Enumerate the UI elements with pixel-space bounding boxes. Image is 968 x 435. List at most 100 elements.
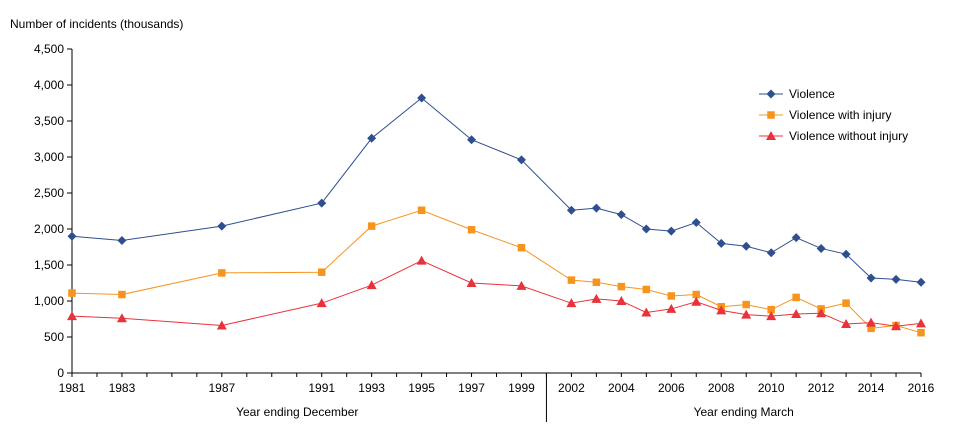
legend-item: Violence with injury [759, 108, 892, 122]
x-tick-label: 2010 [758, 381, 785, 395]
data-point [67, 311, 77, 321]
data-point [616, 296, 627, 305]
y-tick-label: 3,000 [34, 150, 64, 164]
x-tick-label: 1995 [408, 381, 435, 395]
data-point [367, 133, 377, 143]
legend-item: Violence [759, 87, 835, 101]
data-point [366, 280, 377, 290]
data-point [616, 210, 626, 220]
x-tick-label: 1981 [59, 381, 86, 395]
data-point [516, 280, 527, 290]
data-point [767, 305, 775, 314]
data-point [118, 290, 126, 299]
data-point [866, 317, 877, 327]
data-point [691, 218, 701, 228]
legend-label: Violence with injury [789, 108, 892, 122]
x-axis: 1981 1983 1987 1991 1993 1995 1997 1999 2002 2004… [59, 372, 935, 395]
y-axis: 0 500 1,000 1,500 2,000 2,500 3,000 3,500 4,000 4… [34, 42, 73, 380]
data-point [517, 243, 526, 252]
y-tick-label: 2,000 [34, 222, 64, 236]
x-tick-label: 2006 [658, 381, 685, 395]
x-tick-label: 1999 [508, 381, 535, 395]
data-point [641, 307, 652, 317]
x-group-label-december: Year ending December [236, 405, 358, 419]
data-point [617, 282, 626, 291]
x-tick-label: 1997 [458, 381, 485, 395]
data-point [367, 222, 376, 230]
legend-label: Violence without injury [789, 129, 908, 143]
data-point [417, 93, 427, 103]
y-tick-label: 500 [44, 330, 64, 344]
data-point [316, 298, 327, 308]
x-tick-label: 1991 [308, 381, 335, 395]
data-point [666, 226, 676, 236]
data-point [216, 320, 227, 330]
data-point [566, 205, 576, 215]
data-point [591, 203, 601, 213]
x-tick-label: 2004 [608, 381, 635, 395]
data-point [917, 328, 925, 337]
data-point [317, 198, 327, 208]
data-point [67, 231, 77, 241]
data-point [68, 289, 76, 297]
x-tick-label: 1993 [358, 381, 385, 395]
data-point [692, 290, 701, 299]
legend-marker [766, 89, 776, 99]
data-point [466, 278, 477, 287]
x-tick-label: 2012 [808, 381, 835, 395]
legend-label: Violence [789, 87, 835, 101]
data-point [791, 308, 802, 318]
data-point [916, 318, 926, 328]
data-point [816, 243, 826, 253]
x-tick-label: 2002 [558, 381, 585, 395]
data-point [641, 224, 651, 234]
data-point [591, 293, 602, 303]
x-tick-label: 2014 [858, 381, 885, 395]
series-violence [67, 93, 926, 287]
y-tick-label: 0 [57, 366, 64, 380]
data-point [791, 233, 801, 243]
x-tick-label: 2016 [908, 381, 935, 395]
data-point [842, 299, 850, 307]
legend-marker [767, 111, 775, 119]
data-point [716, 305, 727, 315]
data-point [317, 268, 326, 276]
x-tick-label: 1983 [109, 381, 136, 395]
legend-item: Violence without injury [759, 129, 908, 143]
data-point [642, 285, 651, 294]
data-point [916, 277, 926, 287]
data-point [866, 273, 876, 283]
data-point [691, 296, 702, 306]
y-tick-label: 3,500 [34, 114, 64, 128]
series-layer [67, 93, 926, 337]
data-point [716, 238, 726, 248]
y-tick-label: 1,000 [34, 294, 64, 308]
x-group-label-march: Year ending March [694, 405, 794, 419]
data-point [742, 300, 750, 309]
y-axis-title: Number of incidents (thousands) [10, 17, 183, 31]
data-point [117, 236, 127, 246]
y-tick-label: 1,500 [34, 258, 64, 272]
data-point [467, 135, 477, 145]
data-point [217, 221, 227, 231]
data-point [891, 321, 902, 331]
data-point [841, 319, 852, 329]
y-tick-label: 2,500 [34, 186, 64, 200]
data-point [416, 255, 427, 265]
data-point [218, 269, 226, 277]
data-point [666, 303, 677, 313]
series-line [71, 97, 922, 283]
y-tick-label: 4,500 [34, 42, 64, 56]
data-point [566, 298, 577, 308]
x-axis-groups: Year ending December Year ending March [236, 373, 794, 422]
data-point [567, 276, 576, 284]
data-point [516, 155, 526, 165]
data-point [841, 249, 851, 259]
data-point [766, 248, 776, 258]
y-tick-label: 4,000 [34, 78, 64, 92]
data-point [417, 206, 426, 215]
data-point [667, 292, 676, 300]
data-point [467, 225, 476, 234]
legend-marker [766, 131, 776, 140]
